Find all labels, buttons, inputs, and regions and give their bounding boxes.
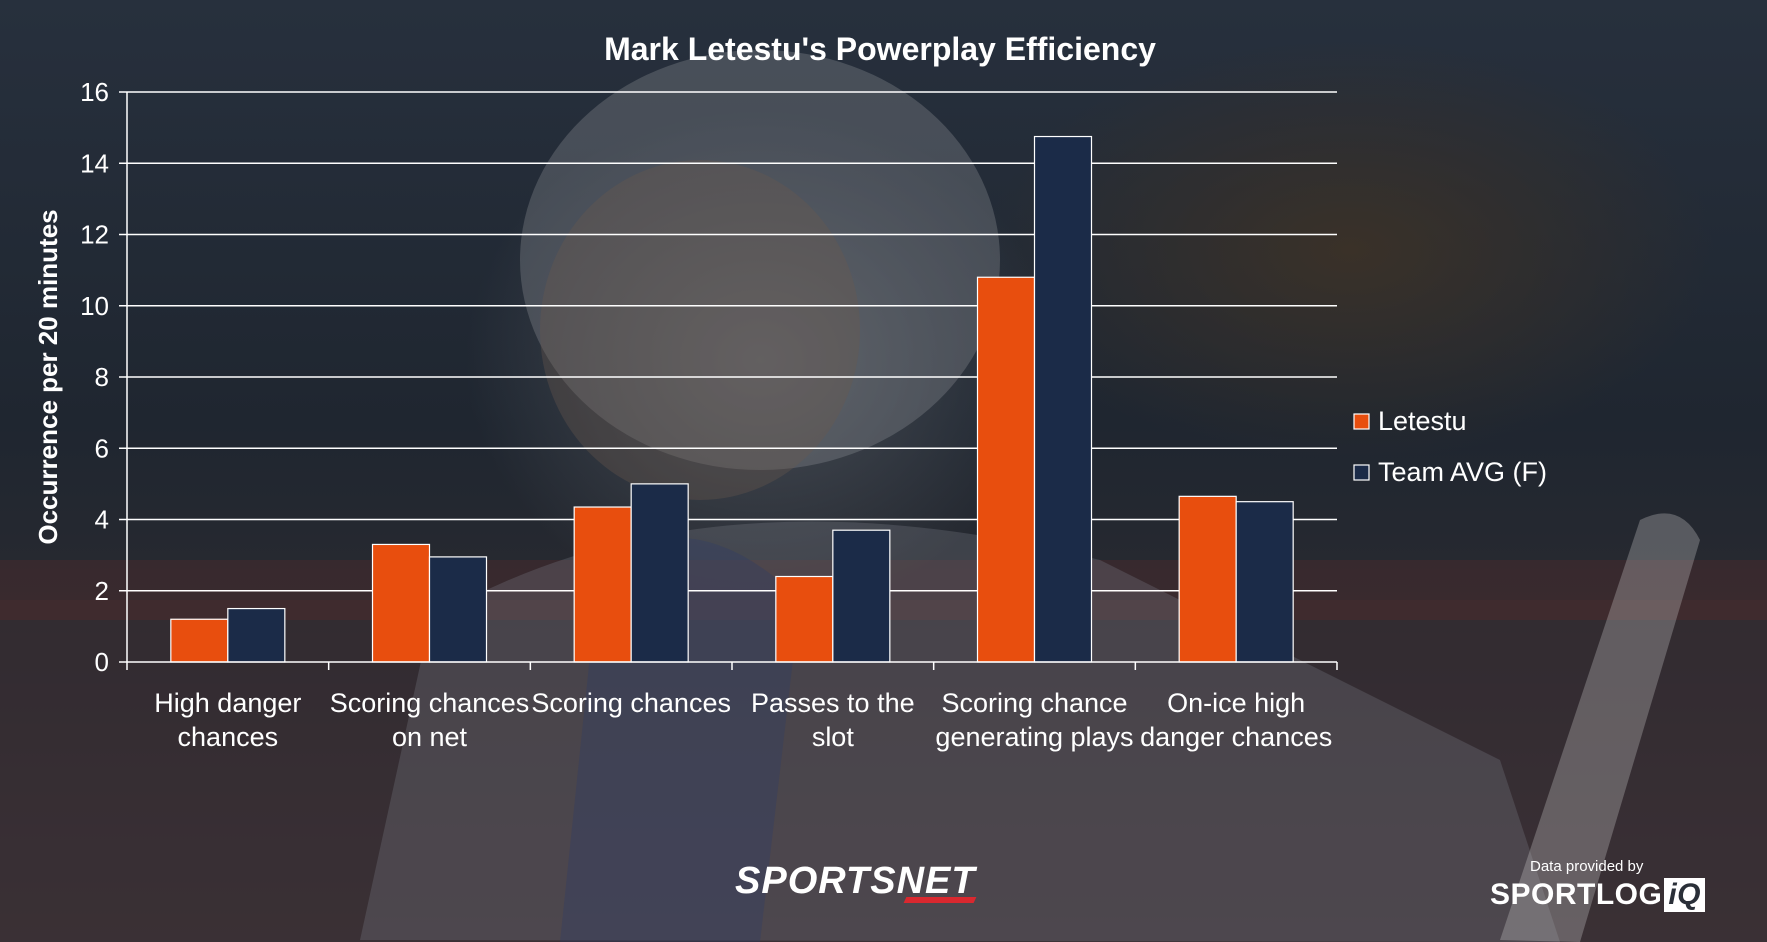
bar-team-avg [227, 607, 286, 663]
y-tick-label: 14 [80, 148, 109, 178]
sportlogiq-logo: SPORTLOG iQ [1490, 878, 1706, 912]
legend-swatch [1353, 464, 1370, 481]
y-tick-label: 8 [95, 362, 109, 392]
sportsnet-logo: SPORTSNET [735, 860, 976, 902]
y-tick-label: 0 [95, 647, 109, 677]
y-tick-label: 10 [80, 291, 109, 321]
bar-team-avg [630, 483, 689, 663]
gridlines [127, 91, 1337, 592]
bar-letestu [573, 506, 632, 663]
category-label: Scoring chances [531, 688, 731, 718]
bar-letestu [1178, 495, 1237, 663]
bar-letestu [976, 276, 1036, 663]
category-label: Scoring chances on net [330, 688, 530, 752]
category-label: High danger chances [154, 688, 301, 752]
sportlogiq-main: SPORTLOG [1490, 878, 1663, 911]
legend-swatch [1353, 413, 1370, 430]
bar-letestu [371, 543, 431, 663]
sportlogiq-iq: iQ [1664, 878, 1706, 912]
chart-title: Mark Letestu's Powerplay Efficiency [604, 31, 1156, 67]
category-label: On-ice high danger chances [1140, 688, 1332, 752]
bar-team-avg [1235, 501, 1294, 663]
bar-letestu [775, 575, 834, 663]
bar-team-avg [428, 556, 488, 663]
y-axis-label: Occurrence per 20 minutes [33, 209, 63, 544]
bars [170, 135, 1294, 663]
legend-label: Letestu [1378, 406, 1467, 436]
y-tick-label: 6 [95, 433, 109, 463]
sportsnet-logo-swoosh [903, 897, 977, 903]
category-label: Scoring chance generating plays [935, 688, 1133, 752]
category-label: Passes to the slot [751, 688, 915, 752]
bar-team-avg [832, 529, 891, 663]
y-tick-label: 12 [80, 220, 109, 250]
legend: Letestu Team AVG (F) [1353, 406, 1547, 487]
x-axis [126, 92, 1338, 670]
data-provided-by: Data provided by [1530, 858, 1644, 875]
bar-team-avg [1033, 135, 1093, 663]
y-tick-label: 16 [80, 77, 109, 107]
legend-label: Team AVG (F) [1378, 457, 1547, 487]
y-axis-ticks: 0 2 4 6 8 10 12 14 16 [80, 77, 127, 677]
y-tick-label: 4 [95, 505, 109, 535]
bar-letestu [170, 618, 229, 663]
y-tick-label: 2 [95, 576, 109, 606]
